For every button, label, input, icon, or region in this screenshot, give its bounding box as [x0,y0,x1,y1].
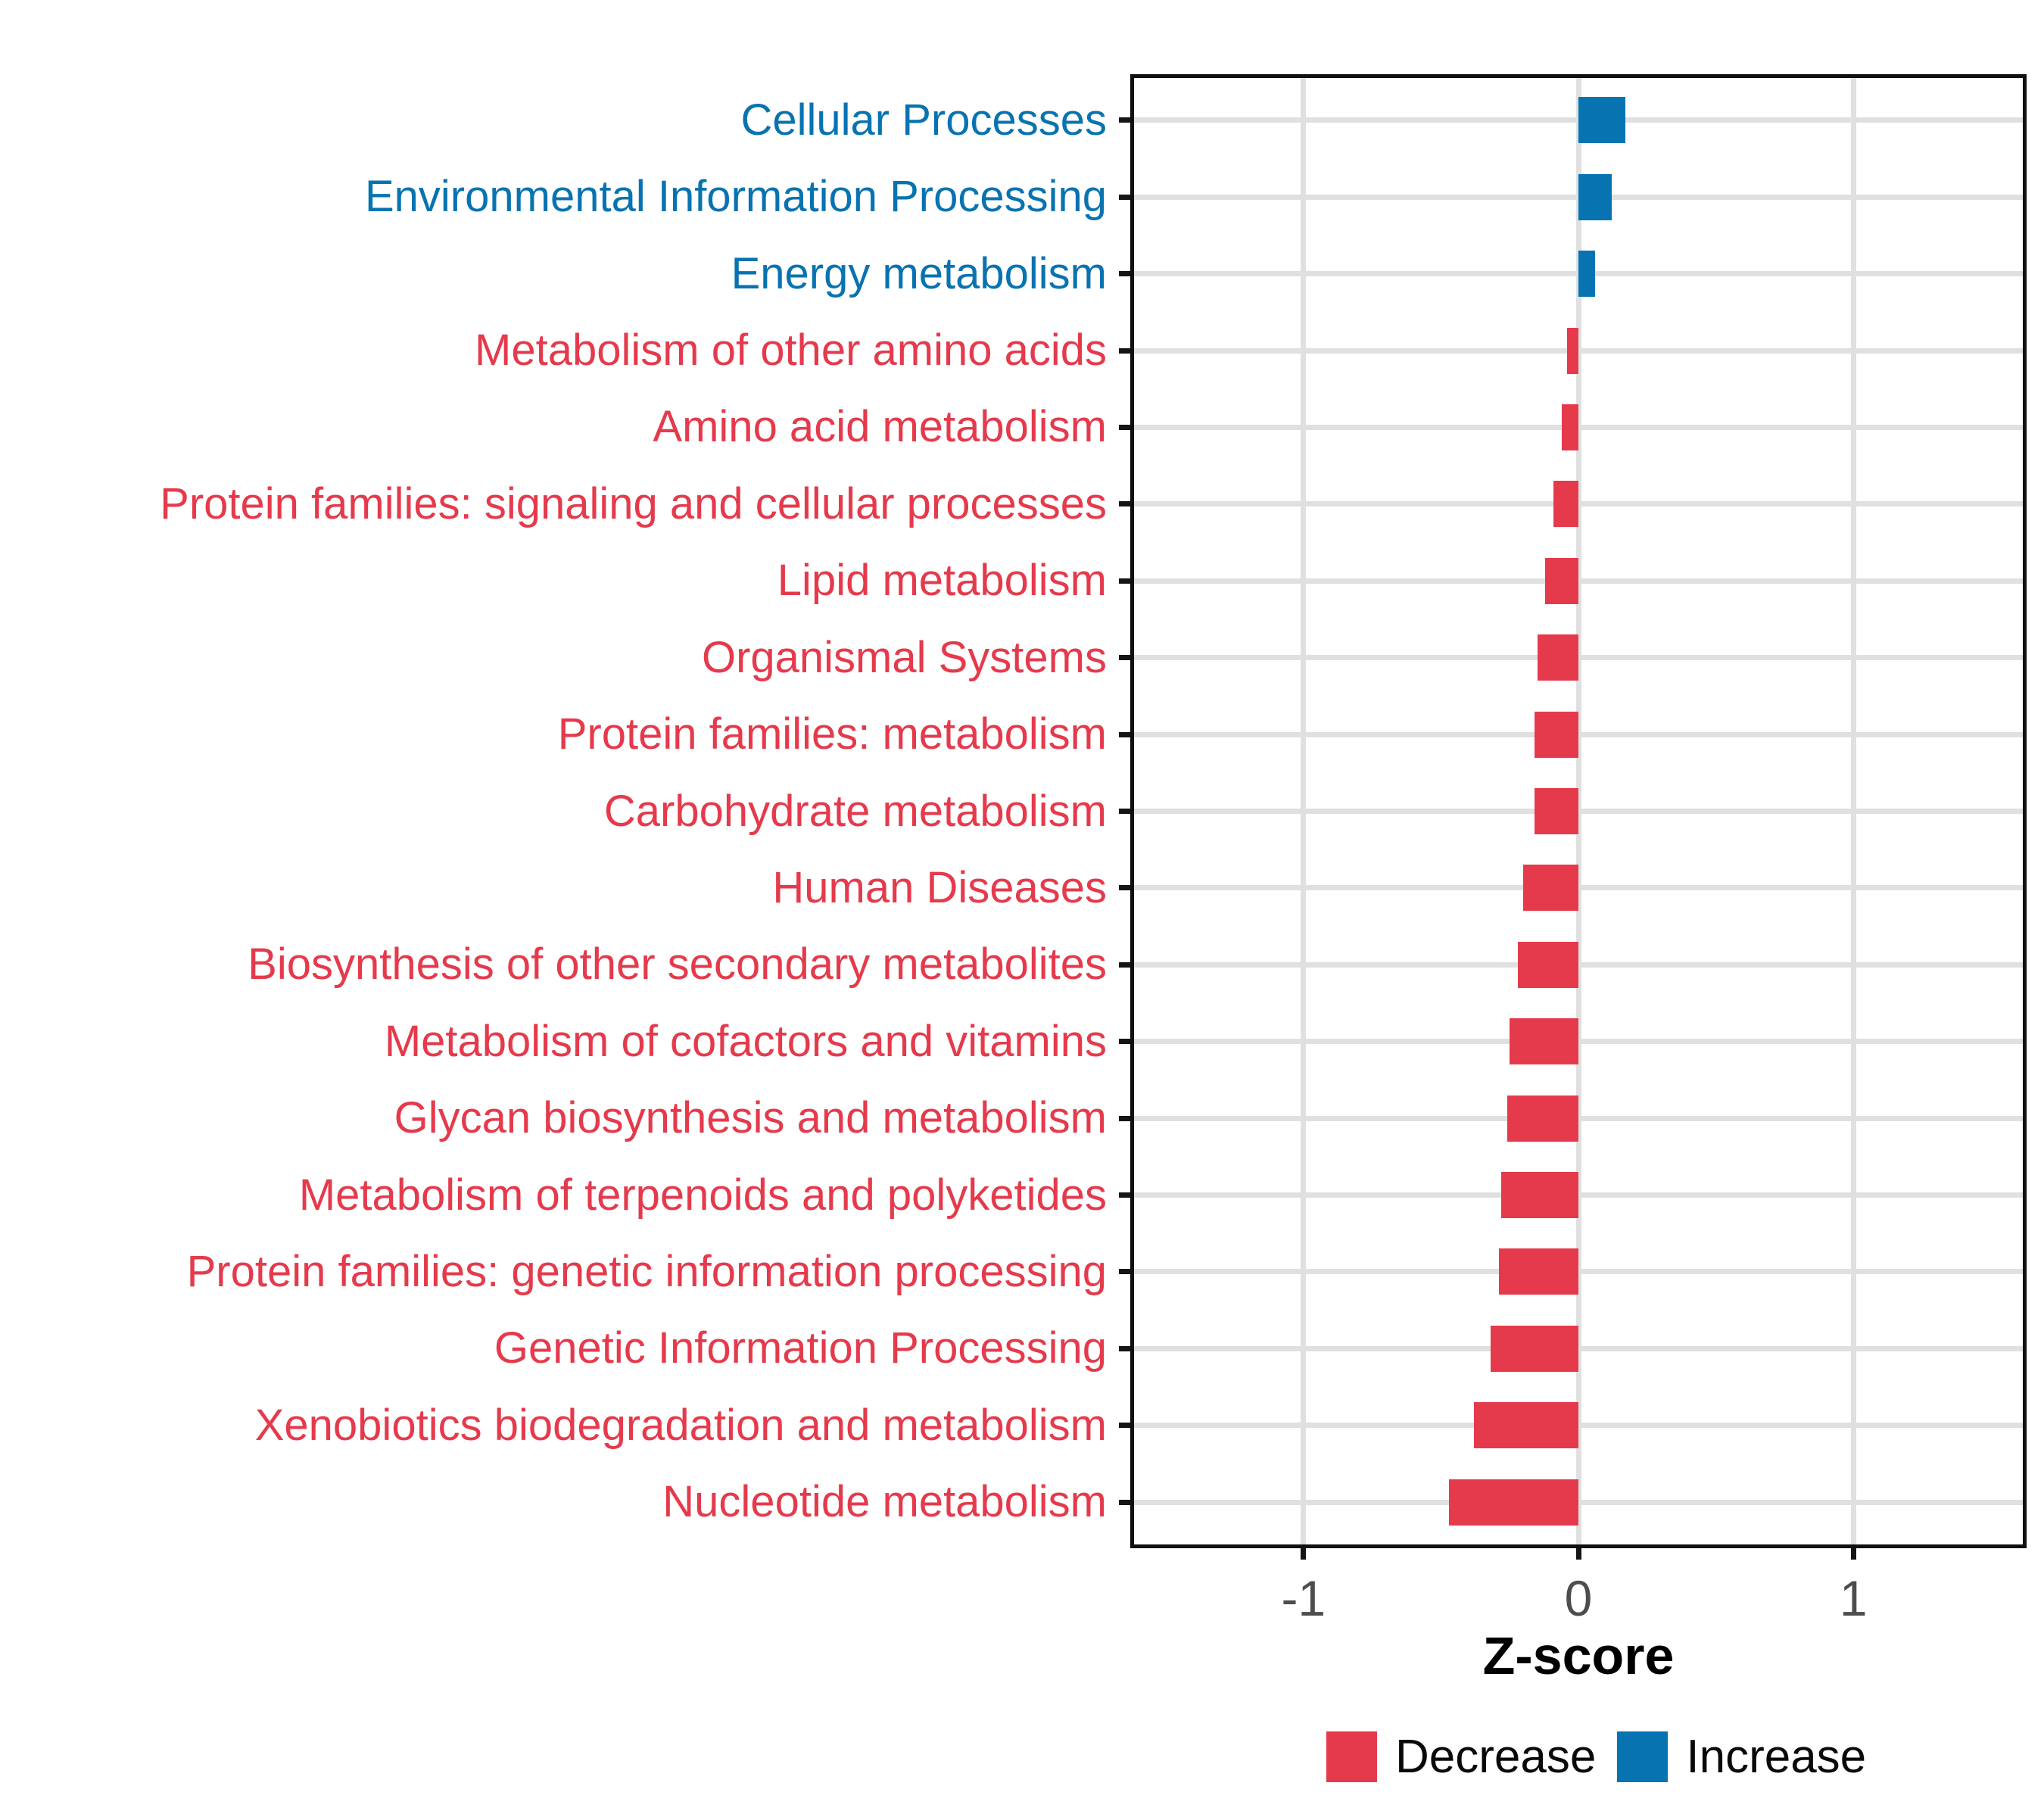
category-label: Carbohydrate metabolism [603,786,1107,836]
category-label: Biosynthesis of other secondary metaboli… [248,940,1107,990]
bar [1578,97,1625,144]
bar [1518,941,1578,988]
legend-swatch-decrease [1326,1731,1377,1782]
y-tick [1119,1039,1130,1045]
x-tick-label: -1 [1281,1570,1326,1626]
x-axis-title: Z-score [1482,1626,1675,1685]
bar [1534,711,1578,758]
category-label: Organismal Systems [701,632,1107,682]
bar [1553,481,1578,528]
gridline-horizontal [1130,1345,2027,1351]
y-tick [1119,809,1130,814]
bar [1562,404,1578,450]
x-tick [1301,1548,1307,1560]
gridline-horizontal [1130,501,2027,507]
y-tick [1119,731,1130,737]
x-tick-label: 0 [1564,1570,1593,1626]
gridline-horizontal [1130,961,2027,968]
category-label: Genetic Information Processing [494,1323,1107,1373]
bar [1490,1325,1578,1372]
category-label: Protein families: metabolism [557,709,1107,759]
gridline-horizontal [1130,1115,2027,1121]
legend-label-decrease: Decrease [1395,1731,1597,1783]
category-label: Metabolism of other amino acids [475,326,1107,376]
gridline-horizontal [1130,731,2027,737]
gridline-horizontal [1130,424,2027,430]
bar [1578,251,1595,298]
y-tick [1119,961,1130,968]
bar [1501,1172,1578,1219]
gridline-horizontal [1130,1192,2027,1198]
legend-swatch-increase [1617,1731,1669,1782]
y-tick [1119,348,1130,354]
category-label: Cellular Processes [740,95,1107,145]
gridline-horizontal [1130,809,2027,814]
y-tick [1119,1115,1130,1121]
gridline-horizontal [1130,578,2027,584]
gridline-horizontal [1130,1269,2027,1275]
y-tick [1119,1192,1130,1198]
category-label: Environmental Information Processing [364,172,1107,222]
bar [1507,1095,1578,1142]
gridline-horizontal [1130,1499,2027,1505]
y-tick [1119,1499,1130,1505]
y-tick [1119,424,1130,430]
category-label: Xenobiotics biodegradation and metabolis… [254,1400,1107,1450]
y-tick [1119,271,1130,277]
gridline-horizontal [1130,1039,2027,1045]
y-tick [1119,885,1130,891]
bar [1473,1402,1578,1449]
gridline-horizontal [1130,1423,2027,1429]
gridline-horizontal [1130,655,2027,661]
legend-item-increase: Increase [1617,1730,1866,1784]
y-tick [1119,194,1130,200]
bar [1498,1248,1578,1295]
legend-item-decrease: Decrease [1326,1730,1596,1784]
category-label: Protein families: signaling and cellular… [160,478,1107,528]
category-label: Nucleotide metabolism [662,1477,1107,1527]
x-tick [1575,1548,1581,1560]
category-label: Metabolism of terpenoids and polyketides [298,1170,1107,1220]
y-tick [1119,117,1130,123]
category-label: Protein families: genetic information pr… [186,1246,1107,1296]
y-tick [1119,501,1130,507]
category-label: Energy metabolism [731,248,1107,298]
legend: Decrease Increase [1326,1730,1866,1784]
bar [1510,1018,1578,1065]
plot-panel [1130,74,2027,1548]
y-tick [1119,1423,1130,1429]
bar [1567,327,1578,374]
y-tick [1119,1269,1130,1275]
y-tick [1119,578,1130,584]
gridline-horizontal [1130,885,2027,891]
bar [1545,557,1578,604]
category-label: Human Diseases [772,862,1107,912]
bar [1449,1479,1578,1526]
category-label: Amino acid metabolism [653,402,1107,452]
category-label: Glycan biosynthesis and metabolism [394,1093,1107,1143]
legend-label-increase: Increase [1686,1731,1867,1783]
gridline-horizontal [1130,348,2027,354]
bar [1537,634,1578,681]
y-tick [1119,655,1130,661]
x-tick [1850,1548,1856,1560]
bar [1534,788,1578,834]
category-label: Lipid metabolism [777,556,1107,606]
x-tick-label: 1 [1839,1570,1868,1626]
category-label: Metabolism of cofactors and vitamins [384,1016,1107,1066]
bar [1523,865,1578,912]
bar [1578,173,1612,220]
y-tick [1119,1345,1130,1351]
